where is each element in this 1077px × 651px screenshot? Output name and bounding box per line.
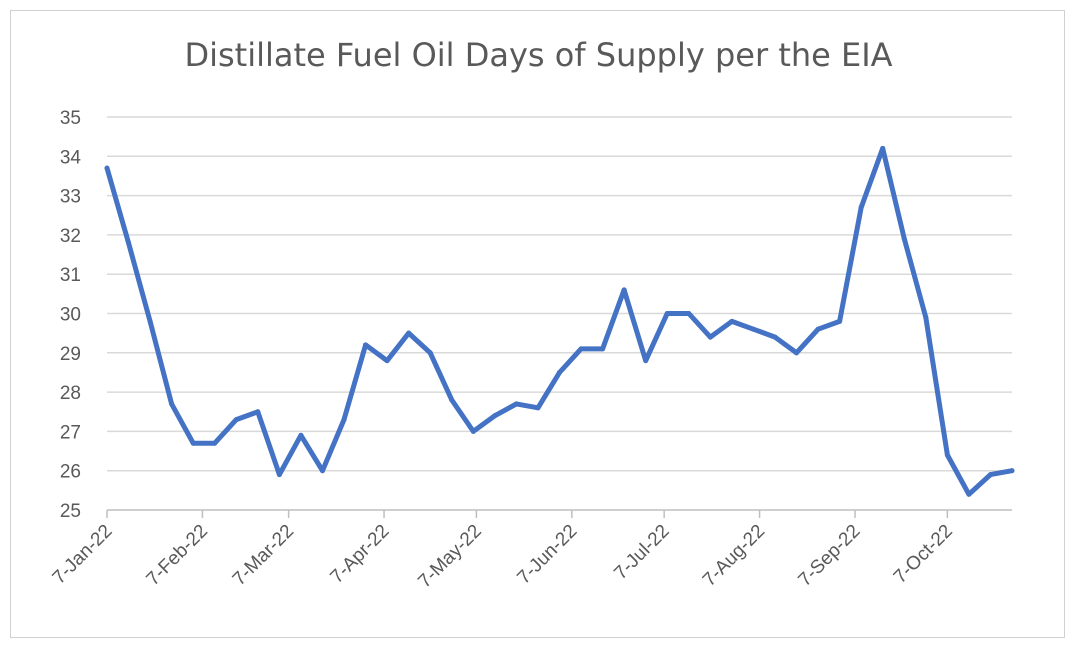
data-point [513, 401, 519, 407]
data-point [600, 346, 606, 352]
data-point [858, 204, 864, 210]
chart-frame [10, 10, 1065, 638]
x-tick-label: 7-Jun-22 [513, 521, 581, 589]
data-point [233, 417, 239, 423]
data-point [923, 314, 929, 320]
y-tick-label: 32 [60, 226, 81, 247]
y-tick-label: 26 [60, 462, 81, 483]
data-point [535, 405, 541, 411]
x-tick-label: 7-May-22 [414, 521, 486, 593]
y-tick-label: 34 [60, 147, 82, 168]
x-tick-label: 7-Oct-22 [890, 521, 957, 588]
y-tick-label: 27 [60, 422, 81, 443]
x-tick-label: 7-Apr-22 [326, 521, 393, 588]
series-layer [104, 145, 1015, 497]
data-point [643, 358, 649, 364]
data-point [319, 468, 325, 474]
y-tick-label: 28 [60, 383, 81, 404]
x-tick-label: 7-Sep-22 [794, 521, 864, 591]
data-point [901, 236, 907, 242]
data-point [470, 428, 476, 434]
data-point [729, 318, 735, 324]
chart-title: Distillate Fuel Oil Days of Supply per t… [184, 36, 893, 74]
x-tick-label: 7-Mar-22 [229, 521, 298, 590]
data-point [880, 145, 886, 151]
data-point [664, 311, 670, 316]
data-point [794, 350, 800, 356]
series-line [104, 145, 1015, 497]
data-point [126, 240, 132, 246]
data-point [837, 318, 843, 324]
y-tick-label: 31 [60, 265, 81, 286]
data-point [406, 330, 412, 336]
data-point [772, 334, 778, 340]
x-axis: 7-Jan-22 7-Feb-22 7-Mar-22 7-Apr-22 7-May-22… [49, 509, 1012, 593]
data-point [427, 350, 433, 356]
data-point [363, 342, 369, 348]
data-point [557, 369, 562, 375]
data-point [750, 326, 756, 332]
y-tick-label: 33 [60, 187, 81, 208]
y-tick-label: 30 [60, 305, 81, 326]
data-point [621, 287, 627, 293]
data-point [169, 401, 175, 407]
x-tick-label: 7-Jul-22 [610, 521, 673, 584]
gridlines [107, 116, 1012, 472]
data-point [966, 491, 972, 497]
data-point [1009, 468, 1015, 474]
data-point [190, 440, 196, 446]
y-axis-ticks: 25 26 27 28 29 30 31 32 33 34 35 [60, 108, 82, 522]
data-point [384, 358, 390, 364]
y-tick-label: 29 [60, 344, 81, 365]
data-point [449, 397, 455, 403]
y-tick-label: 25 [60, 501, 81, 522]
x-tick-label: 7-Aug-22 [699, 521, 769, 591]
data-point [815, 326, 821, 332]
x-tick-label: 7-Feb-22 [143, 521, 212, 590]
data-point [578, 346, 584, 352]
data-point [944, 452, 950, 458]
data-point [492, 413, 498, 419]
y-tick-label: 35 [60, 108, 81, 129]
data-point [707, 334, 713, 340]
data-point [212, 440, 218, 446]
data-point [104, 165, 110, 171]
x-tick-label: 7-Jan-22 [49, 521, 117, 589]
data-point [341, 417, 347, 423]
data-point [255, 409, 261, 415]
data-point [686, 311, 692, 316]
data-point [987, 472, 993, 478]
data-point [276, 472, 282, 478]
data-point [147, 318, 153, 324]
data-point [298, 432, 304, 438]
